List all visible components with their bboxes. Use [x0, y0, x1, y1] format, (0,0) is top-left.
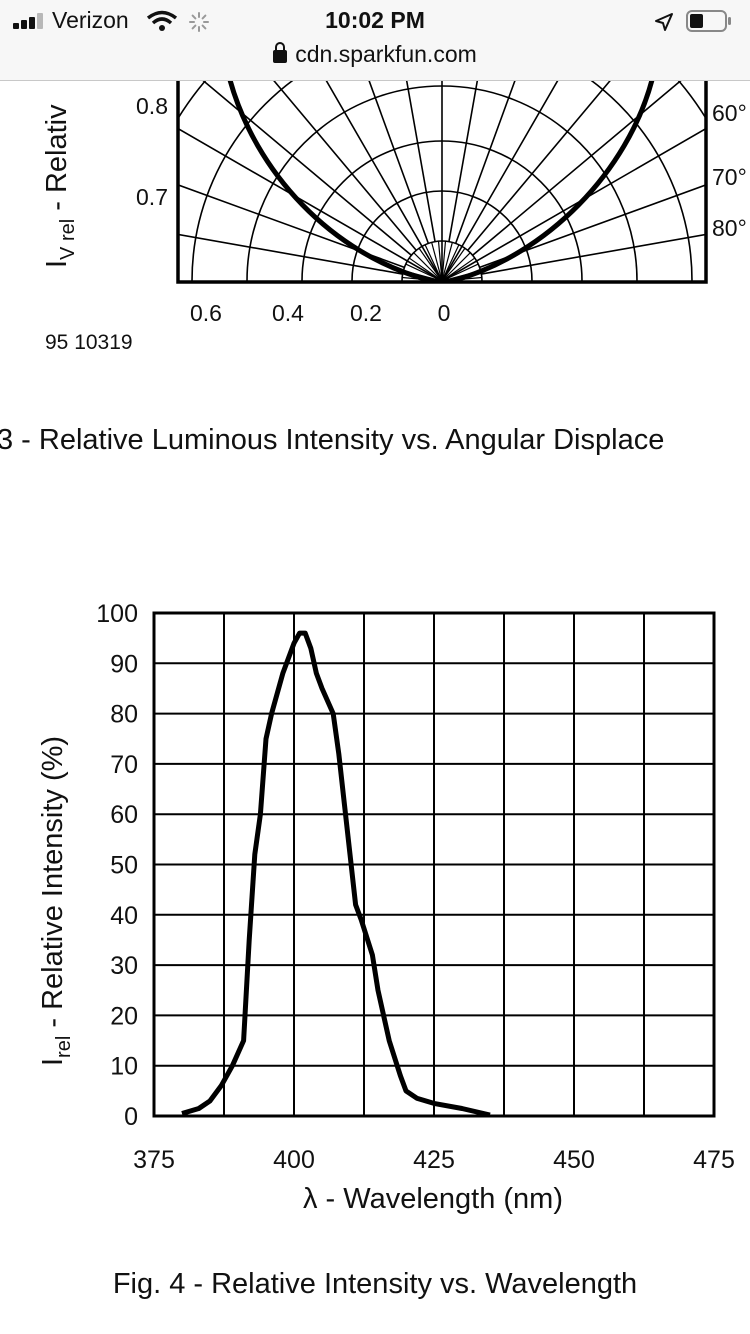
- fig3-angle-label: 80°: [712, 215, 747, 241]
- polar-grid-ray: [424, 244, 443, 282]
- polar-grid-ray: [472, 60, 706, 256]
- y-tick-label: 90: [110, 650, 138, 678]
- polar-grid-ray: [441, 241, 447, 282]
- polar-grid-ray: [178, 60, 412, 256]
- lock-icon: [273, 42, 288, 63]
- polar-grid-ray: [441, 242, 453, 282]
- polar-grid-ray: [448, 60, 482, 242]
- carrier-name: Verizon: [52, 7, 129, 33]
- polar-grid-ray: [441, 257, 476, 282]
- fig3-ytick: 0.8: [136, 93, 168, 119]
- polar-grid-ray: [441, 263, 479, 282]
- chart-grid: [153, 612, 715, 1117]
- fig3-angle-label: 60°: [712, 100, 747, 126]
- fig3-xtick: 0.6: [190, 300, 222, 326]
- x-tick-label: 425: [413, 1146, 455, 1174]
- y-tick-label: 40: [110, 902, 138, 930]
- polar-grid-ray: [178, 184, 405, 269]
- polar-grid-ray: [413, 252, 443, 282]
- polar-grid-ray: [441, 252, 471, 282]
- y-tick-label: 50: [110, 852, 138, 880]
- polar-grid-ray: [479, 184, 706, 269]
- polar-grid-ray: [255, 60, 417, 251]
- polar-grid-ray: [418, 247, 443, 282]
- fig3-ytick: 0.7: [136, 184, 168, 210]
- polar-grid-ray: [408, 257, 443, 282]
- battery-icon: [686, 10, 731, 32]
- x-tick-label: 400: [273, 1146, 315, 1174]
- plot-frame: [152, 611, 716, 1118]
- polar-grid-ray: [441, 127, 706, 282]
- browser-status-bar: Verizon 10:02 PM cdn.sparkfun.com: [0, 0, 750, 81]
- y-tick-labels: 0 10 20 30 40 50 60 70 80 90 100: [96, 600, 138, 1131]
- polar-grid-ray: [441, 247, 466, 282]
- figure3-polar-chart: IV rel - Relativ 0.8 0.7 0.6 0.4 0.2 0 6…: [41, 58, 747, 326]
- polar-grid-ray: [441, 244, 460, 282]
- x-tick-label: 375: [133, 1146, 175, 1174]
- fig3-y-axis-label: IV rel - Relativ: [41, 104, 79, 268]
- polar-grid-ray: [178, 233, 403, 275]
- polar-grid-ray: [178, 127, 443, 282]
- figure4-line-chart: 0 10 20 30 40 50 60 70 80 90 100 375 400 425 450 475 λ…: [37, 600, 735, 1215]
- x-tick-label: 450: [553, 1146, 595, 1174]
- location-arrow-icon: [655, 13, 673, 31]
- polar-intensity-curve: [227, 79, 655, 284]
- fig3-angle-label: 70°: [712, 164, 747, 190]
- polar-grid-ray: [437, 241, 443, 282]
- fig3-xtick: 0: [438, 300, 451, 326]
- series-line: [181, 630, 491, 1118]
- x-axis-label: λ - Wavelength (nm): [303, 1183, 563, 1215]
- wifi-icon: [146, 10, 178, 31]
- y-tick-label: 70: [110, 751, 138, 779]
- loading-spinner-icon: [189, 12, 209, 32]
- figure3-code: 95 10319: [45, 331, 133, 354]
- y-axis-label: Irel - Relative Intensity (%): [37, 736, 75, 1066]
- polar-grid-ray: [402, 60, 436, 242]
- figure3-caption: 3 - Relative Luminous Intensity vs. Angu…: [0, 424, 665, 456]
- y-tick-label: 10: [110, 1053, 138, 1081]
- polar-grid-ray: [441, 60, 571, 282]
- signal-icon: [13, 13, 49, 29]
- y-tick-label: 0: [124, 1103, 138, 1131]
- status-time: 10:02 PM: [325, 7, 425, 33]
- y-tick-label: 100: [96, 600, 138, 628]
- polar-grid-ray: [313, 60, 443, 282]
- address-url: cdn.sparkfun.com: [295, 41, 477, 67]
- y-tick-label: 30: [110, 952, 138, 980]
- y-tick-label: 60: [110, 801, 138, 829]
- polar-grid-ray: [431, 242, 443, 282]
- polar-grid-ray: [481, 233, 706, 275]
- fig3-xtick: 0.2: [350, 300, 382, 326]
- figure4-caption: Fig. 4 - Relative Intensity vs. Waveleng…: [112, 1268, 638, 1300]
- polar-grid-ray: [405, 263, 443, 282]
- y-tick-label: 80: [110, 701, 138, 729]
- fig3-xtick: 0.4: [272, 300, 304, 326]
- x-tick-labels: 375 400 425 450 475: [133, 1146, 735, 1174]
- polar-grid-ray: [467, 60, 629, 251]
- x-tick-label: 475: [693, 1146, 735, 1174]
- address-bar[interactable]: cdn.sparkfun.com: [0, 41, 750, 68]
- y-tick-label: 20: [110, 1002, 138, 1030]
